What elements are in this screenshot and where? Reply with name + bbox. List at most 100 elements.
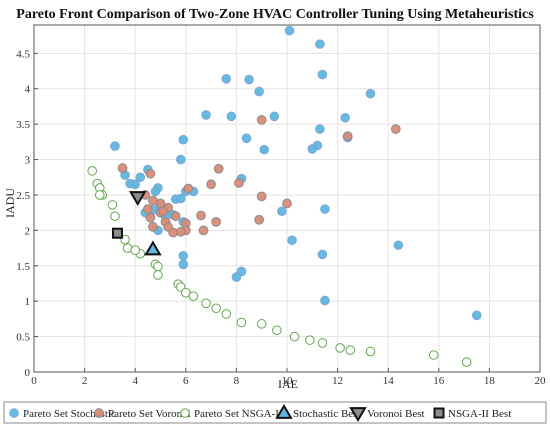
data-point bbox=[175, 193, 186, 204]
x-tick-label: 8 bbox=[234, 375, 240, 387]
grid-lines bbox=[33, 25, 541, 373]
y-tick-label: 3 bbox=[25, 155, 31, 167]
data-point bbox=[211, 303, 221, 314]
data-point bbox=[287, 235, 297, 246]
legend-marker bbox=[349, 407, 367, 422]
legend-label: Pareto Set Stochastic bbox=[23, 408, 116, 420]
data-point bbox=[178, 251, 189, 261]
legend-marker bbox=[9, 408, 19, 418]
legend-box bbox=[3, 401, 547, 424]
data-point bbox=[256, 191, 267, 202]
data-point bbox=[289, 331, 300, 342]
y-tick-label: 1.5 bbox=[16, 261, 30, 273]
x-tick-label: 14 bbox=[383, 375, 395, 387]
data-point bbox=[340, 112, 350, 123]
x-axis-label: IAE bbox=[278, 377, 298, 391]
data-point bbox=[211, 216, 222, 227]
data-point bbox=[145, 168, 156, 179]
data-point bbox=[221, 74, 232, 84]
legend-marker bbox=[180, 408, 190, 418]
data-point bbox=[196, 210, 206, 221]
data-point bbox=[175, 226, 186, 237]
data-point bbox=[315, 124, 325, 134]
best-point bbox=[144, 240, 162, 256]
data-point bbox=[148, 221, 158, 232]
data-point bbox=[201, 298, 211, 309]
data-point bbox=[206, 179, 217, 190]
data-point bbox=[317, 69, 328, 80]
legend-marker bbox=[94, 408, 104, 418]
chart-title-group: Pareto Front Comparison of Two-Zone HVAC… bbox=[16, 7, 534, 22]
data-point bbox=[256, 319, 267, 329]
legend-marker-shape bbox=[180, 408, 190, 418]
x-tick-label: 16 bbox=[433, 375, 445, 387]
data-point bbox=[461, 357, 472, 367]
legend-label: Pareto Set NSGA-II bbox=[194, 408, 283, 420]
axes: 0 2 4 6 8 10 12 14 16 18 20 0 0.5 1 1.5 2 2.5 3 3.5 4 4.5 bbox=[16, 24, 547, 387]
data-point bbox=[188, 291, 199, 302]
y-tick-label: 2 bbox=[25, 225, 31, 237]
data-point bbox=[277, 206, 287, 217]
data-point bbox=[221, 309, 232, 319]
data-point bbox=[320, 295, 330, 306]
legend-marker-shape bbox=[9, 408, 19, 418]
axis-labels: IAE IADU bbox=[3, 188, 298, 391]
legend-label: NSGA-II Best bbox=[448, 408, 511, 420]
data-point bbox=[142, 204, 153, 215]
data-point bbox=[315, 39, 325, 49]
data-point bbox=[94, 190, 105, 200]
data-point bbox=[471, 310, 482, 321]
data-point bbox=[178, 259, 189, 270]
legend-marker-shape bbox=[275, 404, 293, 419]
data-point bbox=[390, 124, 401, 135]
data-point bbox=[213, 163, 224, 174]
data-point bbox=[234, 178, 244, 188]
data-point bbox=[244, 74, 254, 85]
y-tick-label: 0.5 bbox=[16, 332, 30, 344]
data-point bbox=[342, 131, 353, 142]
best-point bbox=[128, 191, 147, 207]
y-tick-label: 3.5 bbox=[16, 119, 30, 131]
legend-marker-shape bbox=[433, 407, 445, 419]
y-tick-label: 4.5 bbox=[16, 48, 30, 60]
data-point bbox=[110, 211, 120, 222]
data-point bbox=[317, 338, 328, 348]
legend-label: Stochastic Best bbox=[293, 408, 361, 420]
data-point bbox=[428, 350, 439, 360]
chart-title: Pareto Front Comparison of Two-Zone HVAC… bbox=[16, 7, 534, 22]
data-point bbox=[175, 154, 186, 165]
data-point bbox=[130, 179, 140, 190]
data-point bbox=[304, 335, 315, 345]
data-point bbox=[110, 141, 120, 151]
data-point bbox=[335, 343, 345, 353]
legend-marker-shape bbox=[349, 407, 367, 422]
x-tick-label: 12 bbox=[332, 375, 343, 387]
data-point bbox=[198, 225, 209, 236]
data-point bbox=[320, 204, 330, 214]
data-point bbox=[231, 272, 242, 282]
data-point bbox=[259, 144, 270, 155]
x-tick-label: 0 bbox=[31, 375, 37, 387]
data-point bbox=[150, 186, 161, 197]
data-point bbox=[365, 88, 376, 99]
data-point bbox=[254, 86, 264, 97]
data-point bbox=[153, 261, 163, 272]
data-point bbox=[117, 163, 128, 173]
data-point bbox=[241, 133, 252, 144]
data-point bbox=[135, 172, 146, 183]
data-point bbox=[393, 240, 404, 251]
y-tick-label: 4 bbox=[25, 84, 31, 96]
data-point bbox=[183, 183, 194, 194]
data-point bbox=[130, 245, 140, 255]
x-tick-label: 20 bbox=[535, 375, 547, 387]
legend-marker bbox=[275, 404, 293, 419]
data-point bbox=[236, 317, 247, 328]
data-point bbox=[345, 345, 356, 355]
y-axis-label: IADU bbox=[3, 188, 17, 218]
x-tick-label: 6 bbox=[183, 375, 189, 387]
data-points bbox=[87, 25, 482, 367]
data-point bbox=[272, 325, 282, 336]
data-point bbox=[307, 144, 318, 154]
